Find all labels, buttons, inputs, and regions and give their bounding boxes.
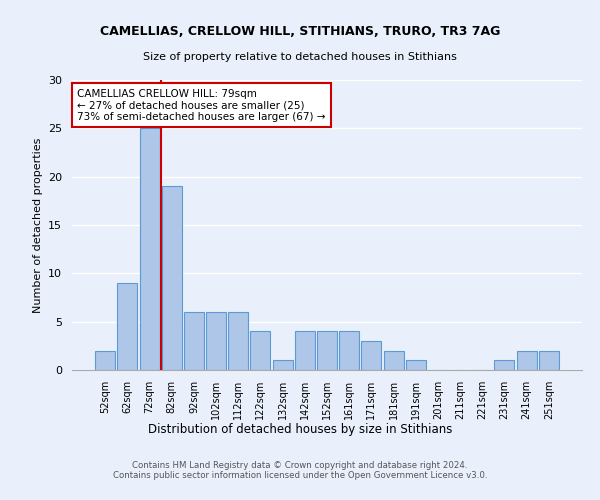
Bar <box>383 350 404 370</box>
Text: CAMELLIAS CRELLOW HILL: 79sqm
← 27% of detached houses are smaller (25)
73% of s: CAMELLIAS CRELLOW HILL: 79sqm ← 27% of d… <box>77 88 326 122</box>
Bar <box>339 332 359 370</box>
Bar <box>295 332 315 370</box>
Bar <box>272 360 293 370</box>
Bar <box>494 360 514 370</box>
Bar <box>95 350 115 370</box>
Bar <box>228 312 248 370</box>
Bar <box>517 350 536 370</box>
Bar <box>184 312 204 370</box>
Y-axis label: Number of detached properties: Number of detached properties <box>32 138 43 312</box>
Bar <box>206 312 226 370</box>
Bar <box>140 128 160 370</box>
Bar <box>361 341 382 370</box>
Text: Contains HM Land Registry data © Crown copyright and database right 2024.
Contai: Contains HM Land Registry data © Crown c… <box>113 460 487 480</box>
Bar <box>539 350 559 370</box>
Bar <box>406 360 426 370</box>
Bar <box>162 186 182 370</box>
Text: CAMELLIAS, CRELLOW HILL, STITHIANS, TRURO, TR3 7AG: CAMELLIAS, CRELLOW HILL, STITHIANS, TRUR… <box>100 25 500 38</box>
Text: Distribution of detached houses by size in Stithians: Distribution of detached houses by size … <box>148 422 452 436</box>
Bar <box>250 332 271 370</box>
Bar <box>118 283 137 370</box>
Text: Size of property relative to detached houses in Stithians: Size of property relative to detached ho… <box>143 52 457 62</box>
Bar <box>317 332 337 370</box>
